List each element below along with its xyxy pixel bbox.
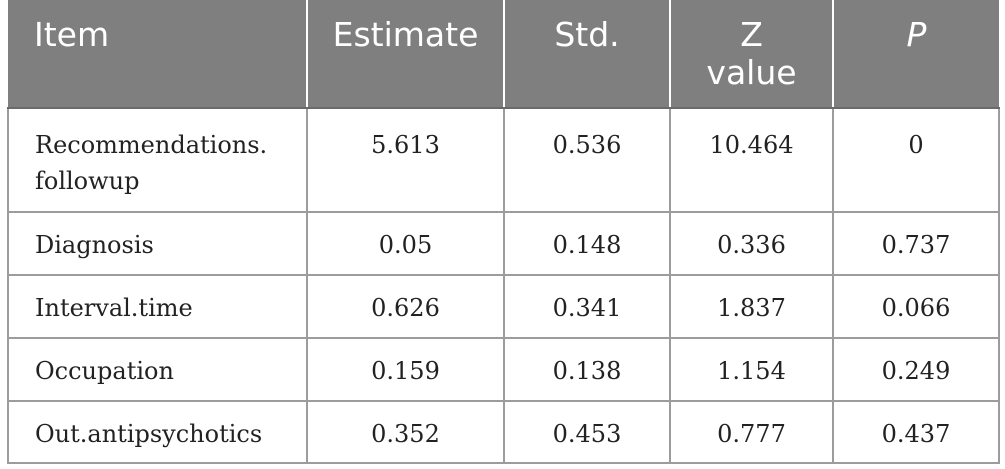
cell-item: Occupation [7,338,308,402]
header-p: P [833,0,999,109]
header-estimate: Estimate [307,0,505,109]
cell-item: Diagnosis [7,212,308,276]
cell-std: 0.536 [504,108,671,213]
header-item-label: Item [34,15,110,54]
table-row: Interval.time 0.626 0.341 1.837 0.066 [7,275,1000,339]
header-std: Std. [504,0,671,109]
cell-z-value: 1.154 [670,338,834,402]
cell-estimate: 0.159 [307,338,505,402]
cell-std: 0.341 [504,275,671,339]
cell-p: 0 [833,108,1000,213]
cell-estimate: 0.352 [307,401,505,464]
cell-p: 0.437 [833,401,1000,464]
cell-z-value: 0.777 [670,401,834,464]
cell-item: Recommendations. followup [7,108,308,213]
table-row: Recommendations. followup 5.613 0.536 10.… [7,108,1000,213]
cell-item: Out.antipsychotics [7,401,308,464]
cell-p: 0.737 [833,212,1000,276]
cell-z-value: 1.837 [670,275,834,339]
cell-item: Interval.time [7,275,308,339]
cell-p: 0.249 [833,338,1000,402]
header-estimate-label: Estimate [332,15,479,54]
cell-z-value: 0.336 [670,212,834,276]
header-p-label: P [906,15,927,54]
cell-z-value: 10.464 [670,108,834,213]
cell-estimate: 5.613 [307,108,505,213]
cell-std: 0.453 [504,401,671,464]
header-z-label: Z [740,15,763,54]
cell-estimate: 0.626 [307,275,505,339]
header-value-label: value [706,53,797,92]
cell-item-line2: followup [35,167,140,195]
cell-p: 0.066 [833,275,1000,339]
table-row: Occupation 0.159 0.138 1.154 0.249 [7,338,1000,402]
cell-item-line1: Recommendations. [35,131,268,159]
header-std-label: Std. [554,15,620,54]
header-item: Item [8,0,308,109]
table-body: Recommendations. followup 5.613 0.536 10.… [7,108,1000,464]
table-row: Out.antipsychotics 0.352 0.453 0.777 0.4… [7,401,1000,464]
cell-std: 0.138 [504,338,671,402]
cell-std: 0.148 [504,212,671,276]
cell-estimate: 0.05 [307,212,505,276]
table-row: Diagnosis 0.05 0.148 0.336 0.737 [7,212,1000,276]
